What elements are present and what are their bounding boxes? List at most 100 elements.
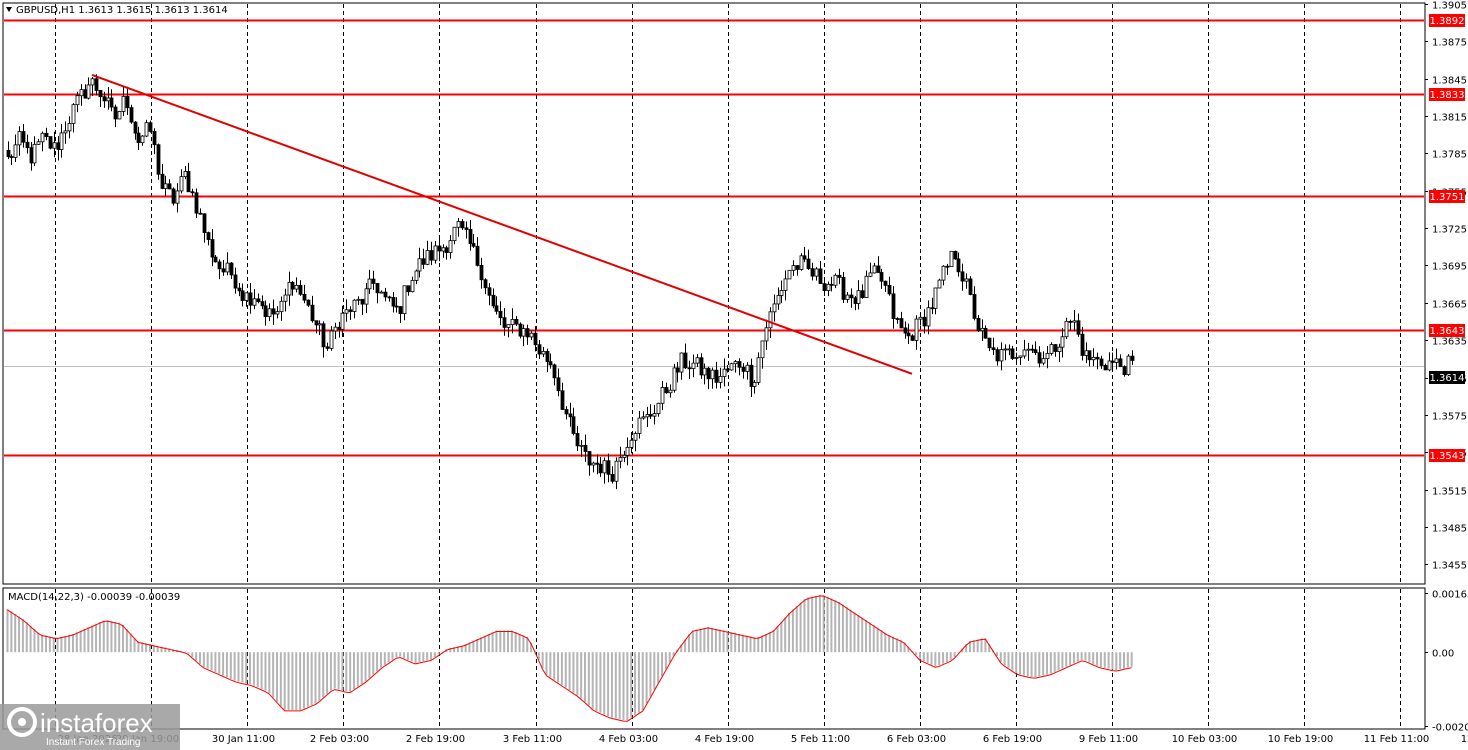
time-tick-label: 12 Feb 03:00 bbox=[1461, 734, 1468, 745]
macd-bar bbox=[645, 652, 648, 704]
macd-bar bbox=[587, 652, 590, 706]
candle-body bbox=[491, 294, 496, 307]
macd-bar bbox=[630, 652, 633, 718]
candle-body bbox=[183, 171, 188, 178]
candle-body bbox=[456, 221, 461, 228]
macd-bar bbox=[818, 594, 821, 653]
candle-body bbox=[541, 351, 546, 355]
macd-bar bbox=[364, 652, 367, 682]
candle-body bbox=[83, 89, 88, 99]
macd-bar bbox=[788, 613, 791, 653]
macd-bar bbox=[903, 642, 906, 653]
candle-body bbox=[56, 142, 61, 150]
current-price-label: 1.3614 bbox=[1429, 371, 1465, 384]
macd-bar bbox=[853, 612, 856, 653]
candle-body bbox=[333, 326, 338, 332]
candle-body bbox=[283, 294, 288, 302]
time-tick-label: 10 Feb 19:00 bbox=[1268, 734, 1334, 745]
candle-body bbox=[949, 250, 954, 268]
candle-body bbox=[699, 357, 704, 376]
candle-body bbox=[791, 265, 796, 271]
trendline[interactable] bbox=[91, 74, 913, 375]
level-label-text: 1.3833 bbox=[1430, 90, 1465, 101]
time-tick-label: 9 Feb 11:00 bbox=[1079, 734, 1138, 745]
macd-histogram bbox=[6, 594, 1133, 721]
candle-body bbox=[706, 367, 711, 380]
macd-bar bbox=[129, 633, 132, 653]
macd-bar bbox=[895, 638, 898, 653]
macd-bar bbox=[807, 597, 810, 653]
candle-body bbox=[248, 292, 253, 306]
candle-body bbox=[783, 278, 788, 291]
candle-body bbox=[163, 183, 168, 189]
candle-body bbox=[337, 326, 342, 330]
macd-bar bbox=[1115, 652, 1118, 671]
candle-body bbox=[537, 344, 542, 355]
candle-body bbox=[394, 305, 399, 308]
candle-body bbox=[645, 414, 650, 418]
macd-bar bbox=[776, 625, 779, 653]
candle-body bbox=[810, 268, 815, 277]
macd-bar bbox=[160, 646, 163, 653]
macd-bar bbox=[141, 642, 144, 653]
macd-bar bbox=[433, 652, 436, 657]
candle-body bbox=[799, 255, 804, 270]
macd-bar bbox=[661, 652, 663, 677]
candle-body bbox=[872, 265, 877, 274]
price-tick-label: 1.3725 bbox=[1432, 225, 1467, 236]
macd-bar bbox=[114, 621, 117, 653]
macd-bar bbox=[218, 652, 221, 674]
macd-bar bbox=[1046, 652, 1048, 675]
candle-body bbox=[548, 361, 553, 366]
macd-bar bbox=[880, 630, 883, 653]
macd-bar bbox=[957, 652, 960, 653]
macd-bar bbox=[972, 640, 975, 653]
macd-bar bbox=[95, 623, 98, 653]
candle-body bbox=[433, 245, 438, 261]
macd-bar bbox=[376, 652, 379, 672]
time-tick-label: 11 Feb 11:00 bbox=[1364, 734, 1430, 745]
macd-bar bbox=[18, 616, 21, 653]
candle-body bbox=[290, 281, 295, 290]
macd-bar bbox=[680, 644, 683, 653]
candle-body bbox=[444, 247, 449, 253]
candle-body bbox=[460, 221, 465, 229]
candle-body bbox=[833, 274, 838, 286]
price-tick-label: 1.3635 bbox=[1432, 337, 1467, 348]
watermark-brand: instaforex bbox=[40, 708, 153, 738]
candle-body bbox=[140, 135, 145, 144]
candle-body bbox=[1014, 357, 1019, 359]
candle-body bbox=[648, 414, 653, 417]
macd-bar bbox=[122, 624, 124, 653]
candle-body bbox=[968, 278, 973, 295]
candle-body bbox=[186, 171, 191, 193]
candle-body bbox=[591, 462, 596, 466]
macd-signal-line bbox=[7, 595, 1132, 722]
candle-body bbox=[899, 318, 904, 329]
macd-bar bbox=[91, 625, 94, 653]
candle-body bbox=[44, 132, 49, 137]
candle-body bbox=[1041, 358, 1046, 364]
macd-bar bbox=[607, 652, 610, 717]
candle-body bbox=[1130, 355, 1135, 361]
candle-body bbox=[937, 279, 942, 289]
candle-body bbox=[598, 463, 603, 474]
dropdown-triangle-icon[interactable] bbox=[6, 7, 12, 12]
macd-bar bbox=[757, 637, 760, 653]
macd-bar bbox=[10, 611, 13, 653]
candle-body bbox=[244, 292, 249, 301]
macd-bar bbox=[241, 652, 244, 683]
macd-bar bbox=[668, 652, 671, 663]
candle-body bbox=[976, 318, 981, 332]
candle-body bbox=[1010, 348, 1015, 359]
horizontal-levels bbox=[4, 19, 1424, 457]
macd-bar bbox=[110, 621, 113, 653]
macd-bar bbox=[406, 652, 409, 660]
macd-bar bbox=[945, 652, 948, 662]
candle-body bbox=[860, 290, 865, 298]
macd-bar bbox=[915, 652, 918, 656]
macd-bar bbox=[326, 652, 329, 694]
candle-body bbox=[710, 369, 715, 380]
macd-bar bbox=[791, 609, 794, 653]
